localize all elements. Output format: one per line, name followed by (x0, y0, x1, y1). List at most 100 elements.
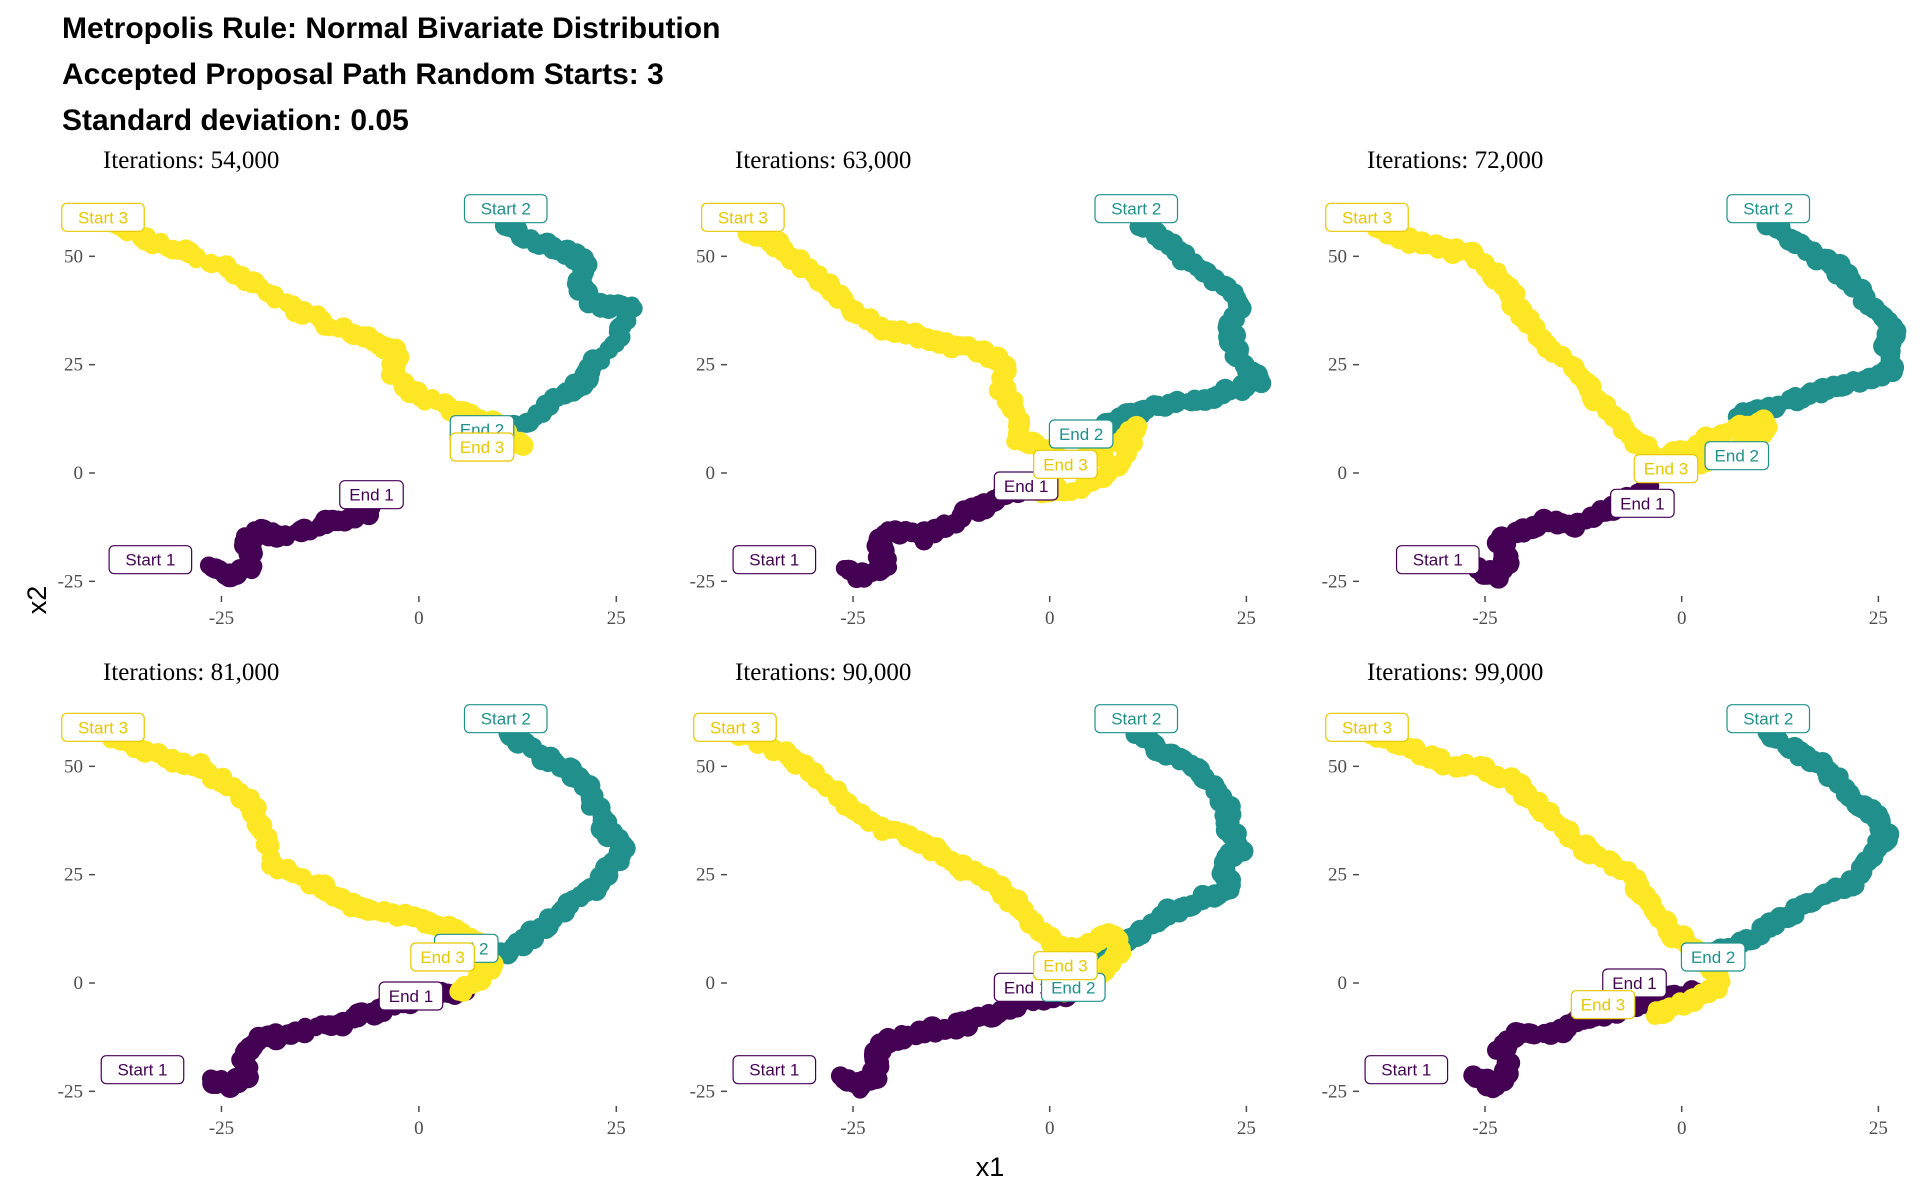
panel-title: Iterations: 63,000 (735, 147, 911, 174)
svg-text:End 3: End 3 (460, 438, 504, 457)
chain-1-path (1468, 477, 1660, 589)
label-start-3: Start 3 (1325, 712, 1409, 742)
label-start-1: Start 1 (1395, 545, 1480, 575)
label-start-3: Start 3 (1325, 202, 1409, 232)
svg-text:Start 3: Start 3 (718, 208, 768, 227)
panel-title: Iterations: 81,000 (103, 659, 279, 686)
x-tick-label: -25 (1472, 1118, 1497, 1139)
svg-text:Start 1: Start 1 (1381, 1061, 1431, 1080)
chain-3-path (102, 730, 504, 1002)
label-start-3: Start 3 (61, 202, 145, 232)
svg-text:End 2: End 2 (1715, 447, 1759, 466)
chain-3-path (1360, 723, 1731, 1025)
panel-title: Iterations: 99,000 (1367, 659, 1543, 686)
label-start-3: Start 3 (701, 202, 785, 232)
y-tick-label: 25 (1328, 355, 1347, 376)
label-start-2: Start 2 (1726, 704, 1811, 734)
x-tick-label: -25 (840, 608, 865, 629)
label-end-3: End 3 (449, 432, 515, 462)
y-tick-label: 0 (1338, 973, 1348, 994)
y-tick-label: 25 (1328, 865, 1347, 886)
x-tick-label: 0 (1677, 1118, 1687, 1139)
x-tick-label: -25 (840, 1118, 865, 1139)
y-tick-label: -25 (690, 571, 715, 592)
y-tick-label: 25 (696, 865, 715, 886)
label-end-2: End 2 (1704, 441, 1770, 471)
svg-text:Start 2: Start 2 (1111, 710, 1161, 729)
y-tick-label: 50 (696, 756, 715, 777)
svg-text:Start 3: Start 3 (78, 208, 128, 227)
y-tick-label: 50 (1328, 756, 1347, 777)
x-axis-title: x1 (976, 1152, 1005, 1182)
panel-5: Iterations: 90,000 -25 0 25 50 -25 0 25 Start 1 E… (690, 659, 1256, 1139)
panel-4: Iterations: 81,000 -25 0 25 50 -25 0 25 Start 1 E… (58, 659, 636, 1139)
y-tick-label: 50 (1328, 246, 1347, 267)
x-tick-label: 25 (1237, 608, 1256, 629)
label-end-3: End 3 (1033, 951, 1098, 981)
svg-text:Start 3: Start 3 (710, 718, 760, 737)
svg-text:Start 1: Start 1 (749, 1061, 799, 1080)
y-tick-label: 50 (64, 756, 83, 777)
svg-text:End 1: End 1 (1612, 974, 1656, 993)
svg-text:End 1: End 1 (389, 987, 433, 1006)
svg-text:Start 2: Start 2 (481, 710, 531, 729)
y-tick-label: 0 (1338, 463, 1348, 484)
chart-subtitle-sd: Standard deviation: 0.05 (62, 104, 409, 137)
chain-1-path (199, 498, 381, 588)
svg-text:End 3: End 3 (1581, 996, 1625, 1015)
svg-text:Start 3: Start 3 (1342, 718, 1392, 737)
panel-2: Iterations: 63,000 -25 0 25 50 -25 0 25 Start 1 E… (690, 147, 1272, 629)
panel-6: Iterations: 99,000 -25 0 25 50 -25 0 25 Start 1 E… (1322, 659, 1900, 1139)
svg-text:Start 2: Start 2 (1111, 200, 1161, 219)
label-end-1: End 1 (1610, 488, 1675, 518)
svg-text:End 3: End 3 (1043, 455, 1087, 474)
svg-text:Start 2: Start 2 (1743, 710, 1793, 729)
svg-text:Start 1: Start 1 (749, 551, 799, 570)
x-tick-label: 0 (414, 1118, 424, 1139)
label-start-2: Start 2 (1094, 194, 1179, 224)
chain-2-path (1704, 720, 1900, 962)
panel-1: Iterations: 54,000 -25 0 25 50 -25 0 25 Start 1 E… (58, 147, 643, 629)
label-end-1: End 1 (993, 471, 1059, 501)
x-tick-label: 25 (1869, 1118, 1888, 1139)
svg-text:Start 1: Start 1 (1413, 551, 1463, 570)
x-tick-label: 25 (1237, 1118, 1256, 1139)
svg-text:End 1: End 1 (1620, 494, 1664, 513)
chain-2-path (1727, 212, 1907, 426)
y-tick-label: 0 (706, 973, 716, 994)
label-start-1: Start 1 (732, 545, 817, 575)
label-end-2: End 2 (1680, 942, 1746, 972)
y-tick-label: 50 (64, 246, 83, 267)
svg-text:Start 3: Start 3 (78, 718, 128, 737)
chain-3-point (449, 982, 468, 1001)
y-tick-label: 25 (64, 355, 83, 376)
panel-title: Iterations: 72,000 (1367, 147, 1543, 174)
chain-2-point (1233, 382, 1252, 402)
label-start-2: Start 2 (463, 194, 548, 224)
y-tick-label: -25 (1322, 571, 1347, 592)
svg-text:End 3: End 3 (420, 948, 464, 967)
y-axis-title: x2 (22, 586, 52, 615)
label-start-2: Start 2 (463, 704, 548, 734)
label-start-1: Start 1 (100, 1055, 185, 1085)
svg-text:Start 1: Start 1 (117, 1061, 167, 1080)
chain-3-point (264, 288, 283, 307)
panel-3: Iterations: 72,000 -25 0 25 50 -25 0 25 Start 1 E… (1322, 147, 1907, 629)
chain-3-path (728, 724, 1132, 1003)
label-end-2: End 2 (1048, 419, 1114, 449)
chain-2-path (1079, 721, 1254, 979)
x-tick-label: -25 (209, 608, 234, 629)
y-tick-label: 25 (696, 355, 715, 376)
x-tick-label: -25 (209, 1118, 234, 1139)
y-tick-label: -25 (1322, 1081, 1347, 1102)
svg-text:End 3: End 3 (1043, 957, 1087, 976)
x-tick-label: 0 (1045, 1118, 1055, 1139)
label-end-1: End 1 (1602, 968, 1667, 998)
svg-text:End 1: End 1 (1004, 477, 1048, 496)
panel-title: Iterations: 54,000 (103, 147, 279, 174)
x-tick-label: 0 (1677, 608, 1687, 629)
x-tick-label: -25 (1472, 608, 1497, 629)
x-tick-label: 0 (1045, 608, 1055, 629)
chain-2-path (1093, 211, 1272, 444)
chart-subtitle: Accepted Proposal Path Random Starts: 3 (62, 58, 664, 91)
